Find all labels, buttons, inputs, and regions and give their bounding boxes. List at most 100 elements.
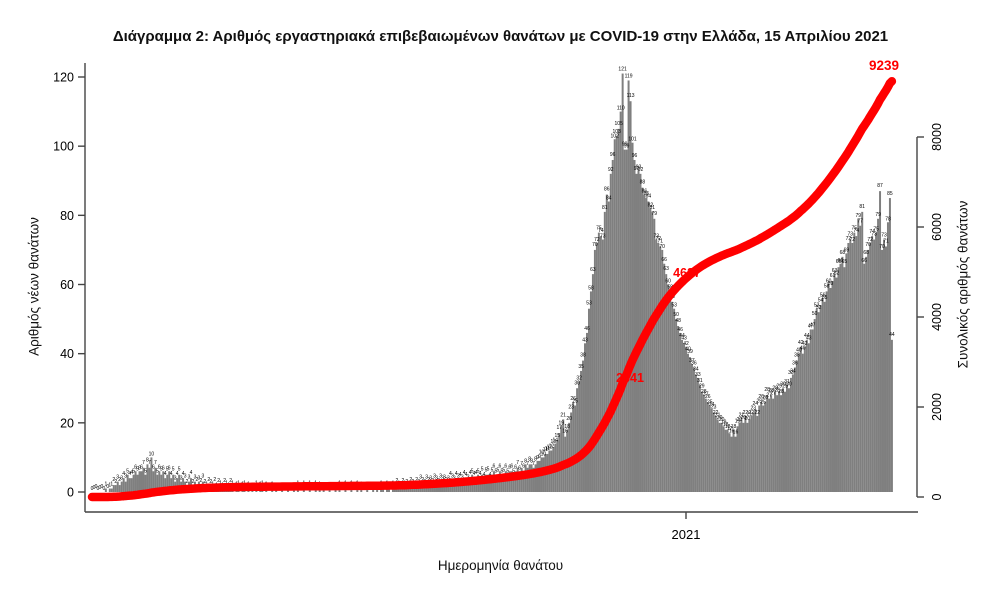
bar — [827, 284, 830, 492]
bar-value-label: 9 — [536, 455, 539, 461]
bar-value-label: 4 — [122, 471, 125, 477]
bar — [778, 391, 781, 492]
bar — [865, 256, 868, 492]
bar — [140, 471, 143, 492]
left-axis-tick-label: 60 — [60, 278, 74, 292]
bar-value-label: 2 — [192, 479, 195, 485]
bar-value-label: 2 — [118, 477, 121, 483]
bar — [344, 488, 347, 492]
bar — [766, 395, 769, 492]
bar-value-label: 103 — [613, 129, 622, 135]
bar — [382, 488, 385, 492]
bar-value-label: 27 — [766, 393, 772, 399]
right-axis-tick-label: 2000 — [930, 393, 944, 421]
x-axis-title: Ημερομηνία θανάτου — [437, 558, 564, 573]
bar-value-label: 1 — [110, 482, 113, 488]
bar — [104, 488, 107, 492]
bar — [791, 374, 794, 492]
bar-value-label: 2 — [409, 477, 412, 483]
bar-value-label: 42 — [798, 340, 804, 346]
bar — [694, 374, 697, 492]
bar-value-label: 61 — [830, 273, 836, 279]
bar — [152, 471, 155, 492]
bar — [883, 239, 885, 492]
bar-value-label: 1 — [108, 483, 111, 489]
bar-value-label: 43 — [806, 335, 812, 341]
bar — [768, 398, 771, 493]
bar-value-label: 24 — [753, 401, 759, 407]
bar — [627, 80, 630, 493]
bar — [671, 301, 674, 492]
bar-value-label: 37 — [689, 358, 695, 364]
bar-value-label: 6 — [158, 464, 161, 470]
bar-value-label: 5 — [144, 469, 147, 475]
bar-value-label: 3 — [443, 475, 446, 481]
bar — [744, 415, 747, 492]
bar-value-label: 4 — [483, 472, 486, 478]
bar-value-label: 65 — [842, 259, 848, 265]
bar-value-label: 75 — [852, 226, 858, 232]
bar — [839, 263, 842, 492]
bar — [734, 436, 737, 492]
bar-value-label: 50 — [673, 312, 679, 318]
bar-value-label: 5 — [495, 469, 498, 475]
bar-value-label: 88 — [640, 180, 646, 186]
bar-value-label: 84 — [646, 194, 652, 200]
bar — [136, 474, 139, 492]
bar — [356, 488, 359, 492]
bar — [625, 149, 628, 493]
bar-value-label: 60 — [826, 279, 832, 285]
bar — [568, 422, 571, 492]
bar — [875, 232, 878, 493]
bar-value-label: 59 — [828, 281, 834, 287]
bar-value-label: 9 — [538, 454, 541, 460]
bar-value-label: 4 — [190, 470, 193, 476]
bar — [823, 301, 826, 492]
bar-value-label: 70 — [865, 242, 871, 248]
bar-value-label: 5 — [471, 469, 474, 475]
bar-value-label: 6 — [138, 465, 141, 471]
bar-value-label: 74 — [869, 229, 875, 235]
bar — [629, 101, 632, 493]
bar-value-label: 0 — [101, 484, 104, 490]
bar-value-label: 26 — [758, 394, 764, 400]
bar — [685, 346, 687, 492]
bar — [722, 426, 725, 492]
bar — [144, 474, 147, 492]
bar-value-label: 92 — [638, 167, 644, 173]
bar-value-label: 43 — [582, 337, 588, 343]
bar-value-label: 6 — [140, 464, 143, 470]
bar — [613, 139, 616, 492]
bar — [857, 218, 860, 493]
bar-value-label: 3 — [124, 474, 127, 480]
bar-value-label: 63 — [590, 267, 596, 273]
bar — [793, 367, 796, 492]
bar — [675, 319, 678, 492]
bar-value-label: 28 — [774, 388, 780, 394]
bar — [881, 249, 884, 492]
bar — [601, 239, 604, 492]
bar — [700, 391, 703, 492]
bar — [801, 353, 804, 492]
bar — [494, 474, 497, 492]
bar-value-label: 86 — [642, 189, 648, 195]
bar-value-label: 73 — [871, 232, 877, 238]
bar-value-label: 20 — [737, 417, 743, 423]
bar-value-label: 85 — [644, 191, 650, 197]
bar-value-label: 3 — [433, 474, 436, 480]
bar — [772, 398, 775, 493]
bar-value-label: 3 — [441, 476, 444, 482]
bar-value-label: 56 — [820, 292, 826, 298]
bar — [853, 232, 856, 493]
bar — [403, 488, 406, 492]
bar — [366, 488, 369, 492]
bar — [120, 481, 123, 493]
bar-value-label: 20 — [717, 415, 723, 421]
bar — [841, 256, 844, 492]
bar-value-label: 58 — [588, 285, 594, 291]
bar — [754, 409, 757, 492]
bar — [884, 246, 887, 492]
bar-value-label: 8 — [528, 456, 531, 462]
bar-value-label: 2 — [217, 478, 220, 484]
bar — [393, 488, 396, 492]
